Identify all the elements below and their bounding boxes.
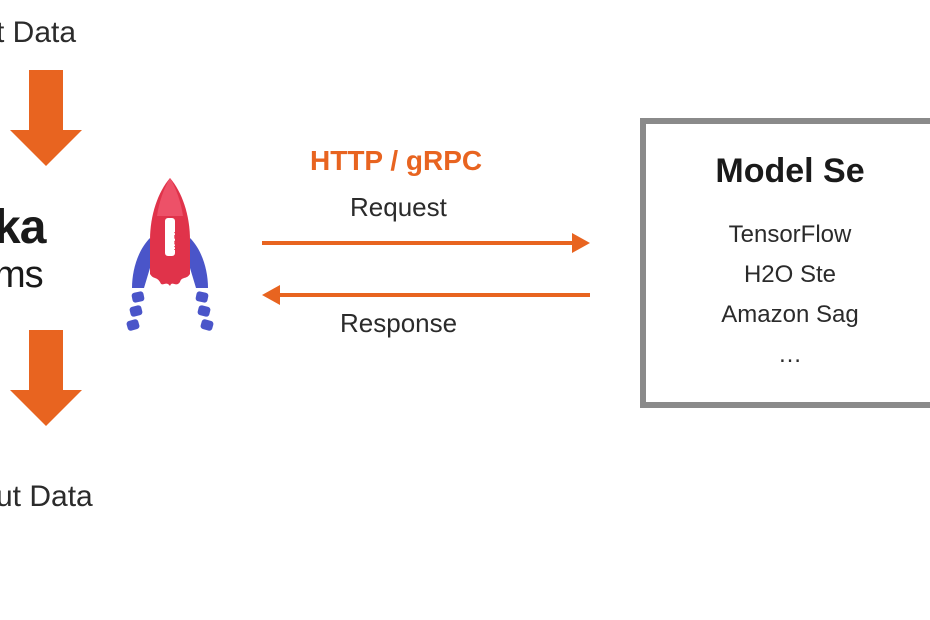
response-label: Response [340,308,457,339]
output-data-label: ut Data [0,480,93,514]
kafka-logo-line1: ka [0,200,45,255]
model-server-box: Model Se TensorFlow H2O Ste Amazon Sag … [640,118,930,408]
box-item: TensorFlow [670,221,910,249]
response-arrow-icon [262,285,590,305]
kafka-logo-line2: ms [0,254,43,297]
request-label: Request [350,192,447,223]
input-data-label: t Data [0,16,76,50]
input-arrow-icon [10,70,82,166]
output-arrow-icon [10,330,82,426]
box-item: Amazon Sag [670,301,910,329]
svg-text:KSQL: KSQL [173,229,182,251]
protocol-label: HTTP / gRPC [310,145,482,177]
box-title: Model Se [670,152,910,191]
request-arrow-icon [262,233,590,253]
box-ellipsis: … [670,341,910,369]
box-item: H2O Ste [670,261,910,289]
rocket-icon: KSQL [110,170,230,340]
